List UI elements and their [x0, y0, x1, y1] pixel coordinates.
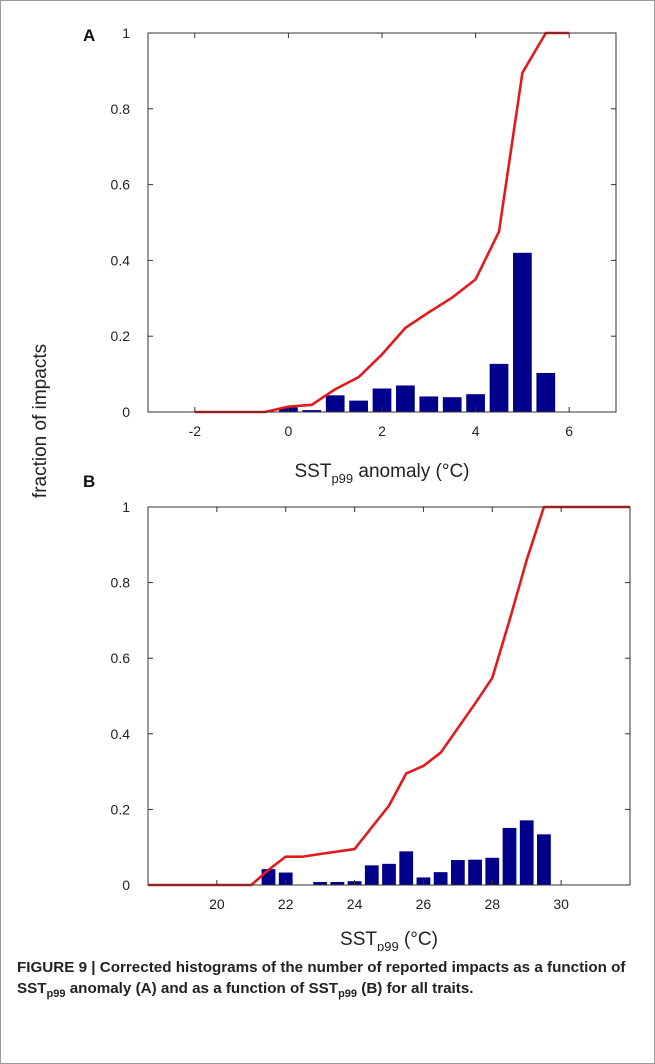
y-tick-label: 0.4 — [111, 726, 131, 742]
x-tick-label: 22 — [278, 896, 294, 912]
y-tick-label: 0.6 — [111, 650, 131, 666]
caption-subscript: p99 — [46, 988, 66, 1000]
histogram-bar — [302, 410, 322, 412]
histogram-bar — [433, 872, 448, 885]
x-axis-label-rest: (°C) — [399, 929, 438, 950]
shared-y-axis-label: fraction of impacts — [30, 344, 51, 498]
y-tick-label: 0 — [122, 877, 130, 893]
caption-subscript: p99 — [338, 988, 358, 1000]
histogram-bar — [313, 881, 328, 885]
panel-letter: A — [83, 26, 95, 45]
histogram-bar — [364, 865, 379, 885]
x-tick-label: -2 — [189, 423, 202, 439]
figure-plots: fraction of impacts -2 0 2 4 600.20.40.60.81… — [30, 25, 631, 951]
caption-text: anomaly (A) and as a function of SST — [65, 980, 339, 997]
figure-caption: FIGURE 9 | Corrected histograms of the n… — [17, 957, 641, 1005]
histogram-bar — [537, 834, 551, 885]
x-tick-label: 24 — [347, 896, 363, 912]
x-axis-label-rest: anomaly (°C) — [353, 461, 469, 482]
histogram-bar — [330, 881, 345, 885]
histogram-bar — [278, 872, 293, 885]
panel-letter: B — [83, 472, 95, 491]
x-tick-label: 4 — [472, 423, 480, 439]
histogram-bar — [485, 857, 500, 885]
cumulative-line — [194, 31, 570, 414]
y-tick-label: 0.8 — [111, 575, 131, 591]
x-tick-label: 30 — [553, 896, 569, 912]
histogram-bar — [450, 860, 465, 885]
x-tick-label: 0 — [285, 423, 293, 439]
histogram-bar — [468, 859, 482, 885]
histogram-bar — [513, 252, 532, 412]
chart-panel-a: -2 0 2 4 6 0 0.2 0.4 0.6 0.8 1 A SSTp99 anomaly (°C) — [83, 25, 617, 486]
y-tick-label: 0.8 — [111, 101, 131, 117]
x-tick-label: 20 — [209, 896, 225, 912]
x-axis-label: SSTp99 (°C) — [340, 929, 438, 951]
histogram-bar — [349, 400, 368, 412]
histogram-bar — [502, 827, 517, 885]
histogram-bar — [536, 372, 556, 412]
x-axis-label: SSTp99 anomaly (°C) — [294, 461, 469, 486]
histogram-bar — [382, 863, 396, 885]
histogram-bar — [419, 396, 439, 412]
histogram-bar — [325, 395, 345, 412]
x-axis-label-subscript: p99 — [377, 939, 399, 951]
y-tick-label: 0.4 — [111, 252, 131, 268]
x-tick-label: 2 — [378, 423, 386, 439]
x-axis-label-subscript: p99 — [331, 471, 353, 486]
histogram-bar — [399, 851, 414, 885]
x-tick-label: 26 — [416, 896, 432, 912]
y-tick-label: 0.2 — [111, 801, 131, 817]
histogram-bar — [489, 363, 509, 412]
histogram-bar — [466, 394, 485, 412]
caption-figure-number: FIGURE 9 | — [17, 959, 96, 976]
plot-frame — [147, 506, 631, 886]
cumulative-line — [148, 505, 630, 887]
x-tick-label: 6 — [565, 423, 573, 439]
y-tick-label: 0 — [122, 404, 130, 420]
caption-text: (B) for all traits. — [357, 980, 474, 997]
y-tick-label: 0.2 — [111, 328, 131, 344]
y-tick-label: 1 — [122, 499, 130, 515]
histogram-bar — [442, 397, 462, 412]
histogram-bar — [372, 388, 392, 412]
x-tick-label: 28 — [484, 896, 500, 912]
caption-text: Corrected histograms of the number of re… — [17, 959, 626, 997]
histogram-bar — [396, 385, 415, 412]
x-axis-label-main: SST — [294, 461, 331, 482]
x-axis-label-main: SST — [340, 929, 377, 950]
y-tick-label: 0.6 — [111, 177, 131, 193]
histogram-bar — [519, 820, 534, 885]
y-tick-label: 1 — [122, 25, 130, 41]
